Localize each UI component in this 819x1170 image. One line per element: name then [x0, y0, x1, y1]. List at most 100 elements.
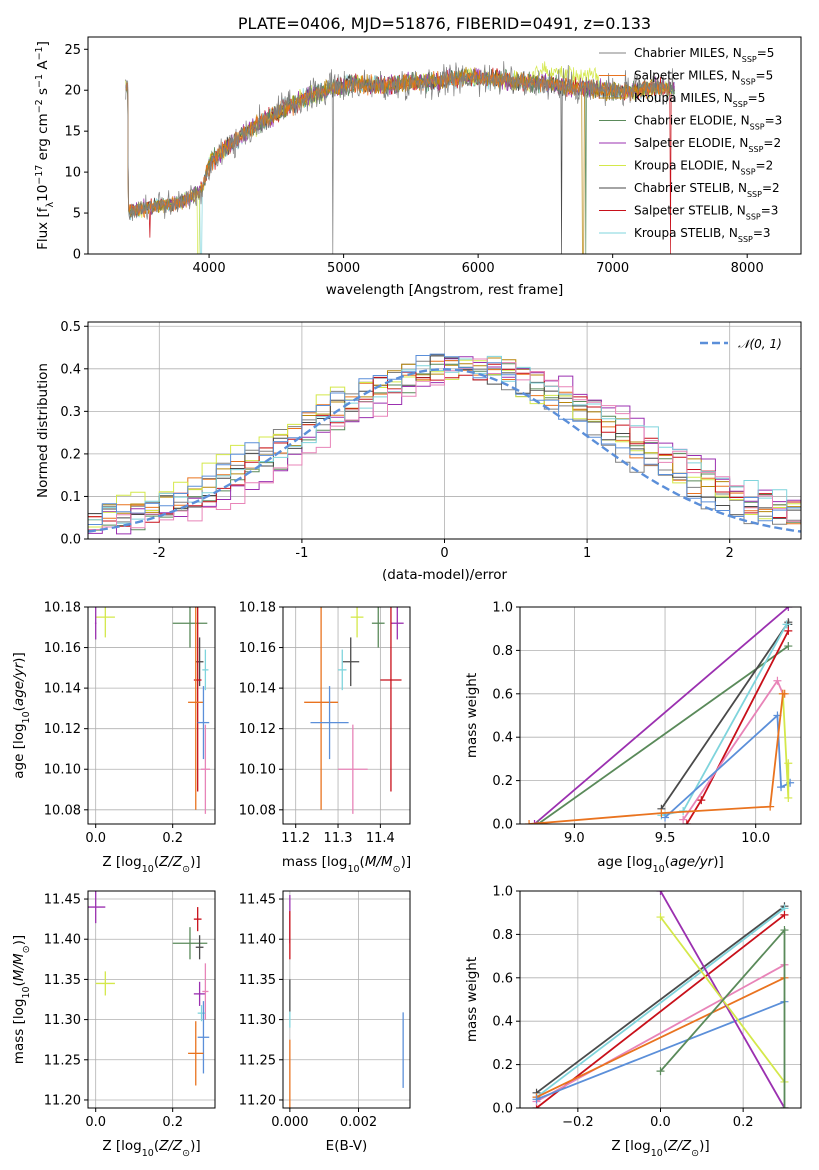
legend-name: Chabrier MILES	[634, 46, 725, 60]
x-tick-label: 0.2	[162, 1115, 183, 1130]
panel-z-vs-age: 0.0 0.2 10.08 10.10 10.12 10.14 10.16 10.18 Z [l…	[11, 601, 216, 875]
weight-line	[533, 607, 789, 824]
legend-name: Salpeter STELIB	[634, 204, 729, 218]
label-part: −2	[34, 99, 45, 113]
x-tick-label: 4000	[193, 261, 226, 276]
y-tick-label: 0.0	[60, 533, 81, 548]
y-tick-label: 0.0	[492, 1102, 513, 1117]
label-part: age/yr	[11, 661, 27, 706]
x-tick-label: 0.2	[733, 1115, 754, 1130]
label-part: (	[154, 1138, 159, 1154]
histogram-step	[88, 353, 801, 539]
legend-name: Chabrier STELIB	[634, 181, 730, 195]
x-tick-label: 9.5	[655, 831, 676, 846]
label-part: Z/Z	[667, 1138, 692, 1154]
label-part: 10	[653, 864, 665, 875]
legend-nssp-prefix: , N	[733, 114, 750, 128]
label-part: −1	[34, 46, 45, 60]
residual-y-label: Normed distribution	[35, 363, 51, 498]
weight-line	[664, 713, 791, 819]
y-tick-label: 0.4	[492, 1015, 513, 1030]
label-part: −17	[34, 165, 45, 185]
legend-name: Kroupa ELODIE	[634, 159, 724, 173]
panel-age-vs-weight: 9.0 9.5 10.0 0.0 0.2 0.4 0.6 0.8 1.0 age [log10(a…	[464, 601, 802, 875]
weight-line	[536, 964, 785, 1103]
weight-line	[535, 914, 786, 1108]
x-tick-label: -1	[295, 546, 308, 561]
y-tick-label: 11.45	[44, 893, 81, 908]
axes-frame	[519, 606, 802, 825]
x-tick-label: 5000	[327, 261, 360, 276]
legend-nssp-prefix: , N	[724, 69, 741, 83]
x-tick-label: 0.2	[162, 831, 183, 846]
y-tick-label: 1.0	[492, 601, 513, 616]
legend-nssp-prefix: , N	[721, 226, 738, 240]
y-tick-label: 20	[64, 84, 81, 99]
y-tick-label: 10.08	[239, 803, 276, 818]
label-part: )]	[11, 935, 27, 946]
legend-nssp-prefix: , N	[729, 204, 746, 218]
legend-nssp-value: =5	[757, 46, 775, 60]
x-axis-label: Z [log10(Z/Z⊙)]	[102, 854, 200, 875]
weight-marker	[661, 813, 670, 822]
legend-nssp-prefix: , N	[732, 136, 749, 150]
panel-spectrum: 4000 5000 6000 7000 8000 0 5 10 15 20 25 PLATE=0406…	[34, 14, 802, 298]
weight-marker	[780, 926, 789, 935]
gaussian-curve	[88, 368, 801, 533]
legend-nssp-sub: SSP	[746, 212, 761, 221]
label-part: 10	[142, 864, 154, 875]
axes-frame	[87, 606, 216, 825]
legend-nssp-prefix: , N	[716, 91, 733, 105]
y-axis-label: mass weight	[464, 673, 480, 758]
weight-marker	[784, 607, 793, 611]
y-tick-label: 10.08	[44, 803, 81, 818]
y-tick-label: 0.2	[492, 774, 513, 789]
weight-marker	[530, 820, 539, 824]
legend-entry: Chabrier STELIB, NSSP=2	[634, 181, 780, 199]
label-part: )]	[190, 854, 201, 870]
label-part: A	[35, 60, 51, 74]
y-tick-label: 10.10	[44, 763, 81, 778]
x-tick-label: 0.002	[340, 1115, 377, 1130]
residual-plot-area: -2 -1 0 1 2 0.0 0.1 0.2 0.3 0.4 0.5 (data-model)/er…	[35, 320, 802, 583]
legend-nssp-value: =2	[756, 159, 774, 173]
y-tick-label: 11.35	[44, 973, 81, 988]
label-part: (	[663, 1138, 668, 1154]
y-axis-label: mass weight	[464, 957, 480, 1042]
x-axis-label: mass [log10(M/M⊙)]	[282, 854, 411, 875]
legend-name: Kroupa STELIB	[634, 226, 721, 240]
plot-content	[88, 891, 210, 1086]
weight-marker	[532, 1095, 541, 1104]
label-part: 10	[651, 1148, 663, 1159]
legend-nssp-value: =3	[753, 226, 771, 240]
y-tick-label: 1.0	[492, 885, 513, 900]
label-part: mass [log	[282, 854, 348, 870]
panel-ebv-vs-mass: 0.000 0.002 11.20 11.25 11.30 11.35 11.40 11.45…	[239, 890, 411, 1154]
legend-entry: Kroupa ELODIE, NSSP=2	[634, 159, 773, 177]
panel-z-vs-mass: 0.0 0.2 11.20 11.25 11.30 11.35 11.40 11.45 Z [l…	[11, 890, 216, 1159]
plot-content	[289, 895, 404, 1108]
label-part: 10	[21, 711, 32, 723]
label-part: 10	[347, 864, 359, 875]
spectrum-plot-area: 4000 5000 6000 7000 8000 0 5 10 15 20 25 PLATE=0406…	[34, 14, 802, 298]
panel-residuals: -2 -1 0 1 2 0.0 0.1 0.2 0.3 0.4 0.5 (data-model)/er…	[35, 320, 802, 583]
x-tick-label: 0.0	[85, 1115, 106, 1130]
y-tick-label: 0.1	[60, 490, 81, 505]
legend-nssp-sub: SSP	[748, 145, 763, 154]
y-tick-label: 15	[64, 125, 81, 140]
y-tick-label: 10	[64, 166, 81, 181]
weight-line	[535, 905, 786, 1094]
y-tick-label: 0	[73, 248, 81, 263]
legend-nssp-sub: SSP	[741, 77, 756, 86]
y-tick-label: 10.14	[239, 682, 276, 697]
legend-nssp-value: =3	[761, 204, 779, 218]
label-part: Z [log	[102, 1138, 141, 1154]
weight-marker	[784, 626, 793, 635]
panel-z-vs-weight: −0.2 0.0 0.2 0.0 0.2 0.4 0.6 0.8 1.0 Z [log10(Z/Z…	[464, 885, 802, 1159]
x-tick-label: 11.3	[324, 831, 353, 846]
weight-marker	[766, 802, 775, 811]
weight-marker	[773, 676, 782, 685]
y-tick-label: 0.8	[492, 644, 513, 659]
x-tick-label: 0	[440, 546, 448, 561]
